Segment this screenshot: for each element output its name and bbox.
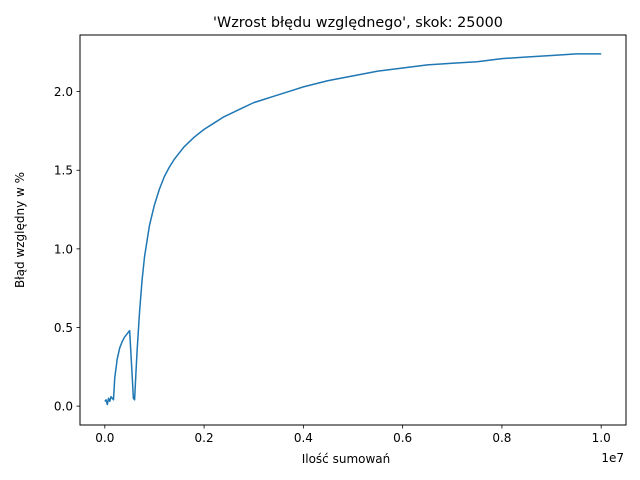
y-tick-label: 2.0 [54,85,73,99]
x-tick-label: 0.2 [195,431,214,445]
x-axis-offset-label: 1e7 [601,451,624,465]
plot-frame [79,34,627,426]
x-tick-label: 0.8 [492,431,511,445]
y-tick-label: 0.0 [54,400,73,414]
series-line-0 [104,53,602,406]
x-tick-label: 0.0 [95,431,114,445]
chart-title: 'Wzrost błędu względnego', skok: 25000 [213,15,503,31]
y-tick-label: 1.0 [54,242,73,256]
y-axis-label: Błąd względny w % [13,172,27,288]
plot-area [104,53,602,406]
x-axis-label: Ilość sumowań [302,452,391,466]
y-axis: 0.0 0.5 1.0 1.5 2.0 [54,85,80,414]
x-axis: 0.0 0.2 0.4 0.6 0.8 1.0 [95,425,611,445]
x-tick-label: 1.0 [592,431,611,445]
y-tick-label: 1.5 [54,164,73,178]
x-tick-label: 0.6 [393,431,412,445]
x-tick-label: 0.4 [294,431,313,445]
y-tick-label: 0.5 [54,321,73,335]
